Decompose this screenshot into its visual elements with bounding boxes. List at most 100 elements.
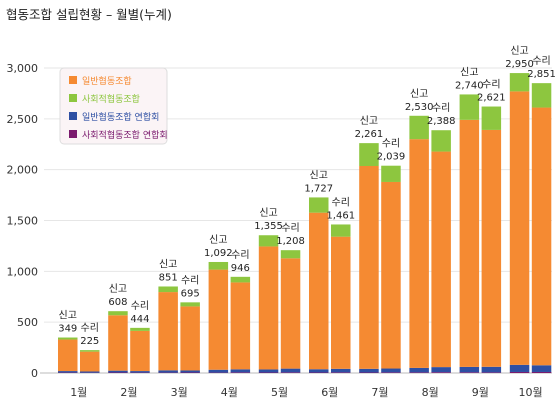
bar-segment — [180, 306, 200, 371]
bar-segment — [509, 73, 530, 92]
bar-segment — [280, 368, 301, 373]
bar-segment — [481, 129, 502, 367]
bar-group-label: 수리 — [382, 138, 400, 150]
bar-segment — [258, 235, 279, 247]
bar-value-label: 695 — [181, 288, 200, 299]
bar-segment — [280, 250, 301, 259]
bar-segment — [230, 282, 251, 370]
bar-segment — [409, 139, 429, 368]
bar-group-label: 신고 — [159, 258, 177, 270]
bar-segment — [58, 339, 78, 372]
bar-value-label: 2,621 — [477, 93, 506, 104]
bar-group-label: 신고 — [510, 45, 528, 57]
x-tick-label: 3월 — [171, 386, 188, 399]
bar-group-label: 수리 — [482, 79, 500, 91]
legend-box — [59, 67, 168, 145]
bar-value-label: 1,092 — [204, 248, 233, 259]
bar-segment — [258, 372, 279, 373]
bar-segment — [331, 224, 351, 237]
bar-segment — [230, 369, 251, 373]
y-tick-label: 2,500 — [7, 113, 39, 126]
bar-segment — [180, 370, 200, 373]
bar-segment — [359, 368, 379, 373]
x-tick-label: 5월 — [271, 386, 288, 399]
bar-group-label: 수리 — [432, 102, 450, 114]
bar-segment — [158, 292, 178, 371]
bar-segment — [381, 181, 401, 369]
bar-segment — [459, 94, 480, 120]
bar-segment — [280, 258, 301, 369]
bar-value-label: 1,208 — [276, 236, 305, 247]
legend-entry: 일반협동조합 — [82, 75, 132, 87]
bar-group-label: 신고 — [59, 310, 77, 322]
x-tick-label: 1월 — [70, 386, 87, 399]
legend-entry: 사회적협동조합 — [82, 93, 140, 105]
y-tick-label: 500 — [17, 316, 38, 329]
bar-segment — [409, 367, 429, 373]
bar-value-label: 2,740 — [455, 80, 484, 91]
legend-swatch — [69, 130, 77, 138]
bar-marks — [58, 73, 552, 373]
legend-entry: 사회적협동조합 연합회 — [82, 129, 168, 141]
bar-value-label: 2,950 — [505, 59, 534, 70]
x-tick-label: 4월 — [221, 386, 238, 399]
bar-segment — [359, 372, 379, 373]
x-tick-label: 8월 — [422, 386, 439, 399]
bar-segment — [409, 372, 429, 373]
bar-segment — [481, 372, 502, 373]
bar-segment — [230, 276, 251, 283]
bar-value-label: 444 — [130, 314, 149, 325]
bar-segment — [80, 351, 100, 372]
x-tick-label: 10월 — [518, 386, 542, 399]
bar-segment — [331, 368, 351, 373]
bar-segment — [459, 372, 480, 373]
x-tick-label: 7월 — [371, 386, 388, 399]
x-tick-label: 9월 — [472, 386, 489, 399]
legend-swatch — [69, 112, 77, 120]
bar-segment — [309, 197, 329, 213]
bar-segment — [258, 246, 279, 370]
bar-group-label: 신고 — [109, 283, 127, 295]
bar-segment — [531, 107, 552, 366]
bar-segment — [108, 315, 128, 371]
bar-segment — [108, 370, 128, 373]
bar-group-label: 수리 — [81, 322, 99, 334]
bar-value-label: 1,461 — [326, 210, 355, 221]
bar-group-label: 신고 — [360, 115, 378, 127]
bar-group-label: 신고 — [259, 207, 277, 219]
bar-segment — [309, 372, 329, 373]
bar-group-label: 수리 — [281, 222, 299, 234]
y-tick-label: 2,000 — [7, 164, 39, 177]
bar-segment — [531, 83, 552, 108]
y-axis-ticks: 0 500 1,000 1,500 2,000 2,500 3,000 — [7, 62, 39, 380]
x-tick-label: 6월 — [321, 386, 338, 399]
bar-group-label: 신고 — [310, 169, 328, 181]
y-tick-label: 1,500 — [7, 215, 39, 228]
bar-segment — [359, 143, 379, 167]
bar-segment — [208, 369, 229, 373]
bar-value-label: 349 — [58, 324, 77, 335]
bar-segment — [431, 367, 451, 373]
bar-segment — [108, 372, 128, 373]
bar-value-label: 608 — [108, 297, 127, 308]
bar-value-label: 851 — [159, 272, 178, 283]
bar-group-label: 수리 — [231, 249, 249, 261]
legend-entry: 일반협동조합 연합회 — [82, 111, 159, 123]
bar-segment — [130, 371, 150, 373]
bar-segment — [359, 166, 379, 369]
bar-segment — [481, 106, 502, 130]
y-tick-label: 0 — [31, 367, 38, 380]
bar-segment — [130, 330, 150, 372]
bar-segment — [280, 372, 301, 373]
bar-segment — [531, 371, 552, 373]
bar-segment — [158, 286, 178, 293]
bar-segment — [331, 372, 351, 373]
bar-segment — [258, 369, 279, 373]
bar-value-label: 2,851 — [527, 69, 556, 80]
bar-group-label: 신고 — [410, 88, 428, 100]
bar-segment — [409, 115, 429, 140]
bar-segment — [509, 91, 530, 365]
